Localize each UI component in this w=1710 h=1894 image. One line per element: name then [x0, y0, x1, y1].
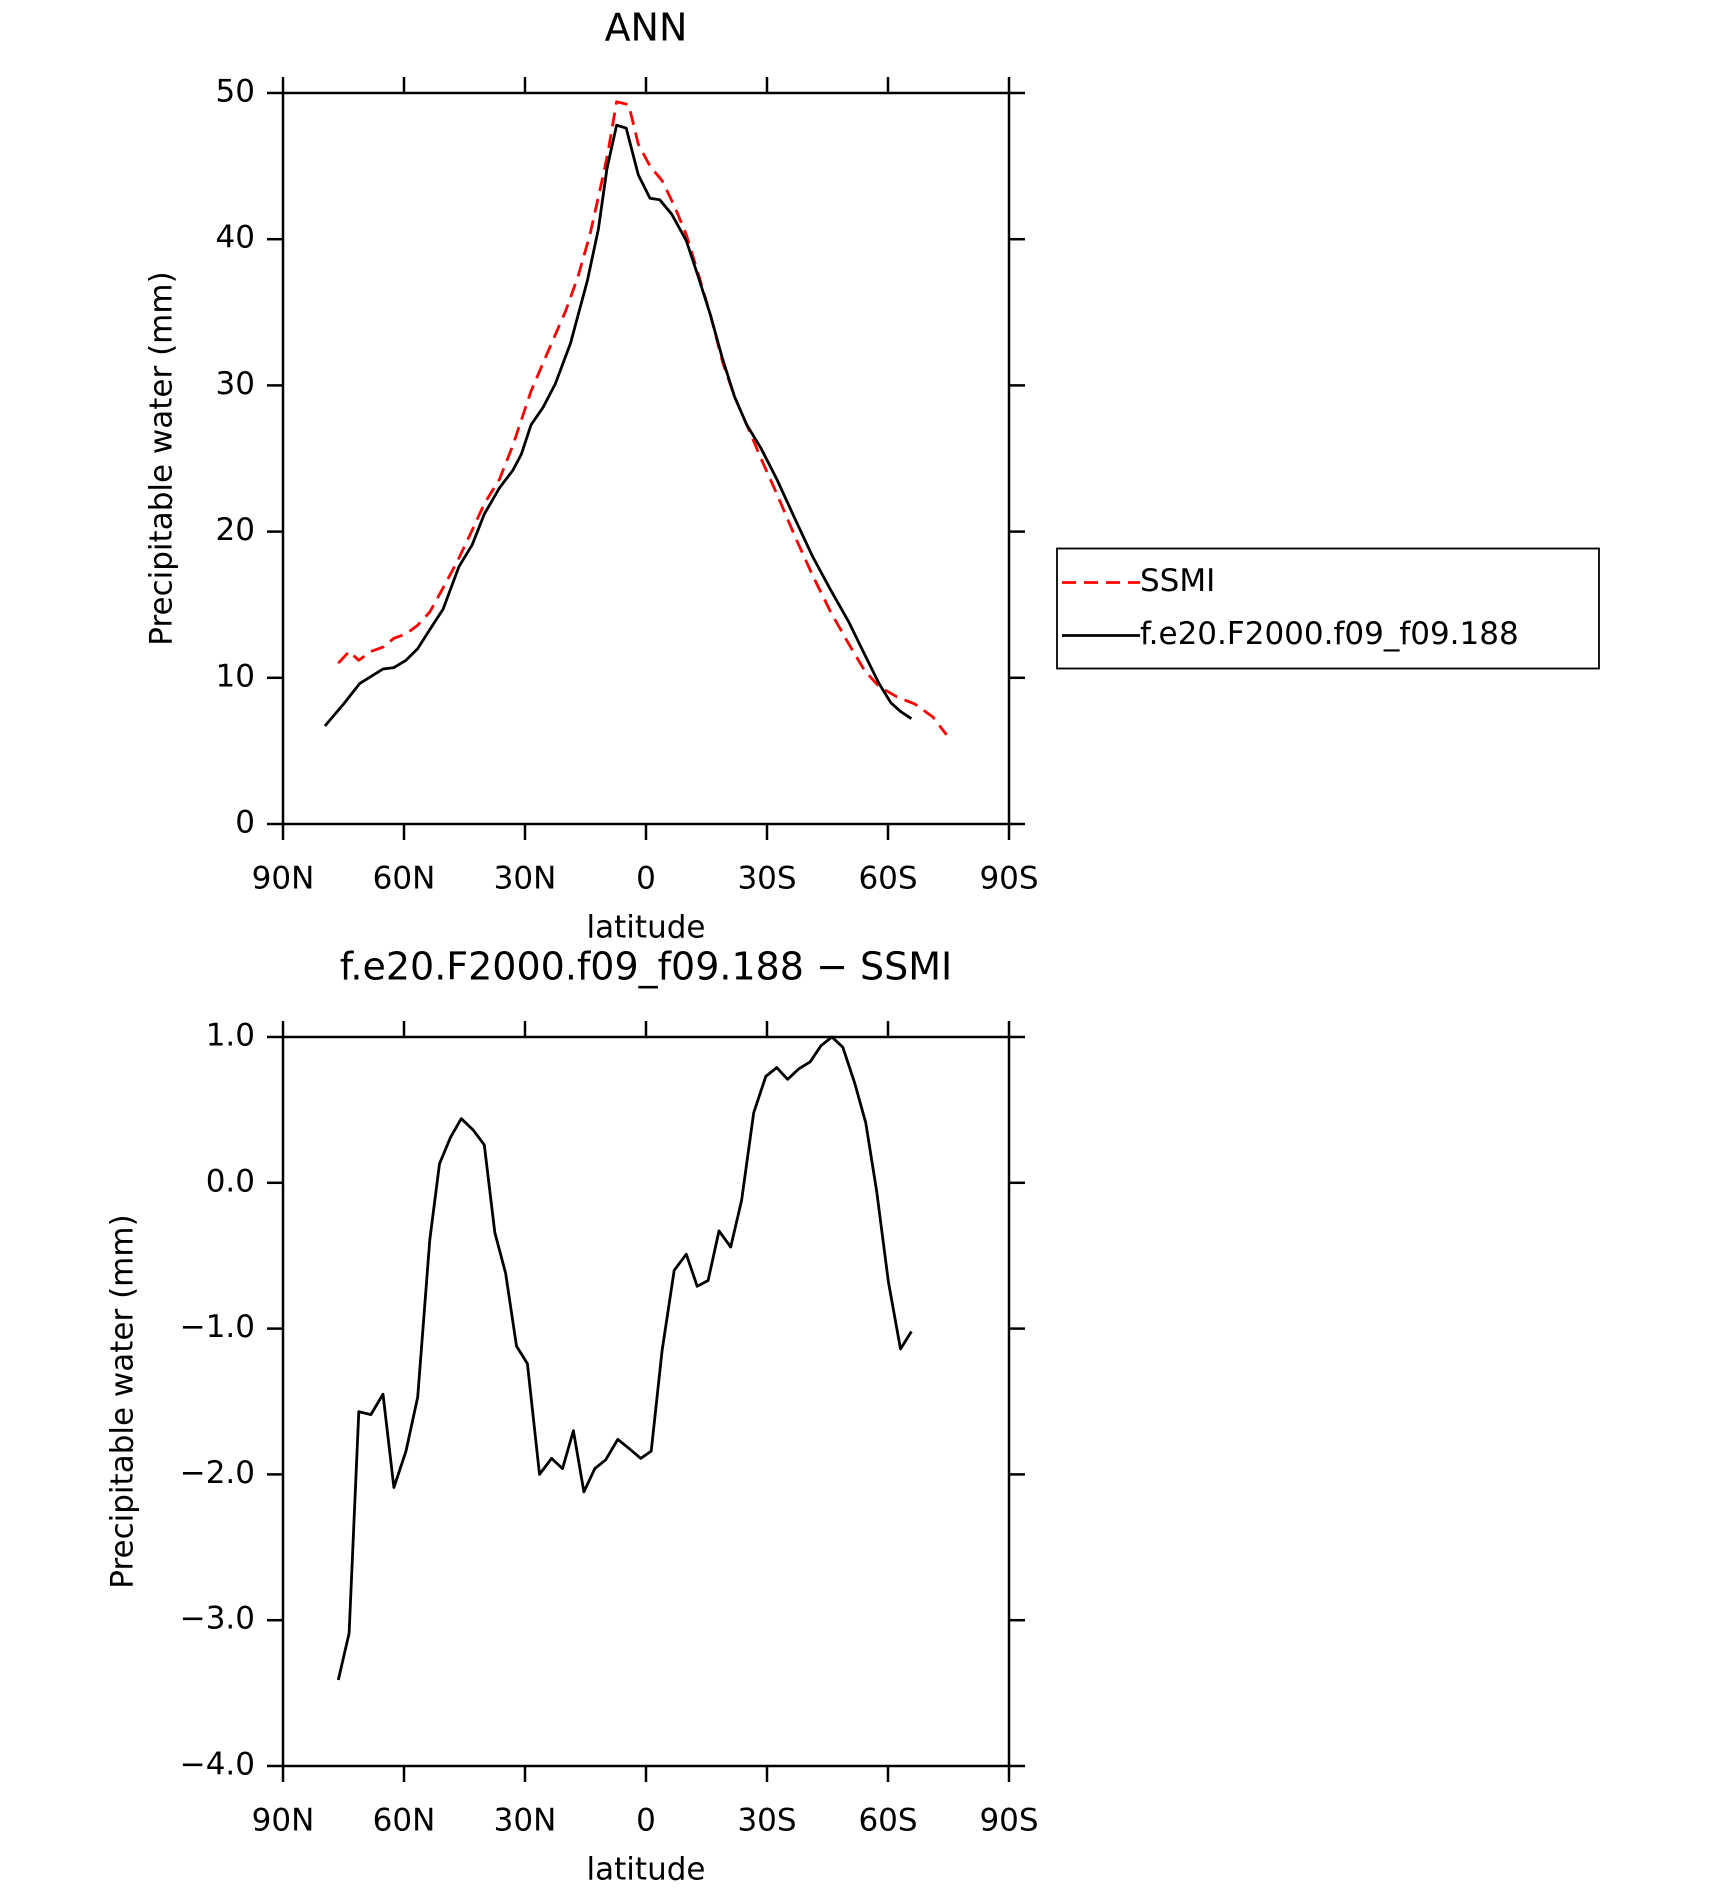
x-axis-label: latitude [587, 1852, 706, 1888]
x-tick-label: 30S [737, 861, 796, 897]
legend-label: SSMI [1140, 563, 1215, 599]
x-tick-label: 0 [636, 1803, 656, 1839]
data-line [337, 100, 948, 736]
x-tick-label: 90S [979, 1803, 1038, 1839]
x-tick-label: 90S [979, 861, 1038, 897]
y-tick-label: 30 [216, 366, 255, 402]
x-tick-label: 60S [858, 861, 917, 897]
y-tick-label: 50 [216, 74, 255, 110]
y-axis-label: Precipitable water (mm) [105, 1214, 141, 1588]
x-tick-label: 90N [252, 861, 315, 897]
x-tick-label: 60S [858, 1803, 917, 1839]
plot-frame [281, 91, 1011, 826]
x-tick-label: 60N [373, 1803, 436, 1839]
y-tick-label: 0 [235, 805, 255, 841]
y-axis-label: Precipitable water (mm) [144, 271, 180, 645]
y-tick-label: −1.0 [180, 1309, 255, 1345]
y-tick-label: −3.0 [180, 1601, 255, 1637]
chart-title: f.e20.F2000.f09_f09.188 − SSMI [340, 945, 952, 989]
plot-frame [281, 1035, 1011, 1768]
data-line [323, 123, 913, 727]
legend-label: f.e20.F2000.f09_f09.188 [1140, 616, 1519, 652]
y-tick-label: 1.0 [206, 1018, 255, 1054]
y-tick-label: 20 [216, 512, 255, 548]
y-tick-label: −4.0 [180, 1747, 255, 1783]
chart-title: ANN [605, 6, 688, 50]
x-tick-label: 30S [737, 1803, 796, 1839]
x-axis-label: latitude [587, 910, 706, 946]
x-tick-label: 60N [373, 861, 436, 897]
y-tick-label: 0.0 [206, 1163, 255, 1199]
x-tick-label: 30N [494, 1803, 557, 1839]
x-tick-label: 30N [494, 861, 557, 897]
data-line [336, 1035, 913, 1681]
y-tick-label: −2.0 [180, 1455, 255, 1491]
y-tick-label: 10 [216, 658, 255, 694]
x-tick-label: 90N [252, 1803, 315, 1839]
y-tick-label: 40 [216, 220, 255, 256]
x-tick-label: 0 [636, 861, 656, 897]
legend-box [1056, 547, 1600, 670]
